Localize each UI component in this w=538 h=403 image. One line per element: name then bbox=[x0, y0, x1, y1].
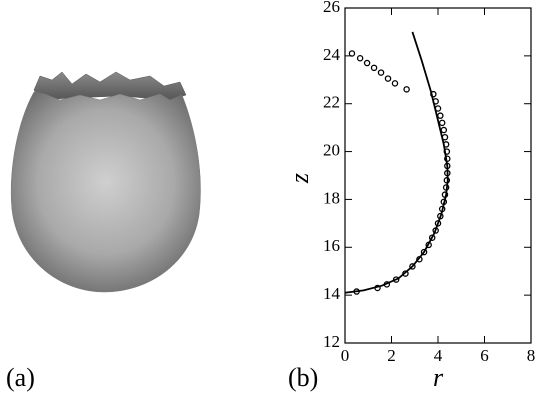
x-tick-label: 4 bbox=[434, 346, 443, 365]
plot-frame bbox=[345, 8, 531, 343]
x-tick-label: 8 bbox=[527, 346, 536, 365]
y-tick-label: 16 bbox=[323, 236, 340, 255]
data-point bbox=[385, 76, 390, 81]
y-tick-label: 18 bbox=[323, 188, 340, 207]
data-point bbox=[371, 65, 376, 70]
x-tick-label: 2 bbox=[387, 346, 396, 365]
x-tick-label: 0 bbox=[341, 346, 350, 365]
y-tick-label: 26 bbox=[323, 0, 340, 16]
y-axis-label: z bbox=[285, 173, 314, 184]
data-point bbox=[404, 87, 409, 92]
data-point bbox=[378, 70, 383, 75]
data-point bbox=[364, 60, 369, 65]
data-point bbox=[358, 56, 363, 61]
figure: (a) (b) r z 024681214161820222426 bbox=[0, 0, 538, 403]
x-axis-label: r bbox=[433, 363, 444, 392]
y-tick-label: 12 bbox=[323, 332, 340, 351]
data-point bbox=[440, 120, 445, 125]
curve bbox=[345, 32, 448, 293]
data-point bbox=[441, 127, 446, 132]
x-tick-label: 6 bbox=[480, 346, 489, 365]
panel-label: (b) bbox=[288, 363, 318, 392]
data-point bbox=[438, 113, 443, 118]
y-tick-label: 20 bbox=[323, 140, 340, 159]
data-point bbox=[392, 81, 397, 86]
egg-shell-render bbox=[11, 72, 200, 292]
y-tick-label: 24 bbox=[323, 45, 341, 64]
y-tick-label: 14 bbox=[323, 284, 341, 303]
y-tick-label: 22 bbox=[323, 93, 340, 112]
data-point bbox=[349, 51, 354, 56]
panel-label: (a) bbox=[6, 363, 35, 392]
